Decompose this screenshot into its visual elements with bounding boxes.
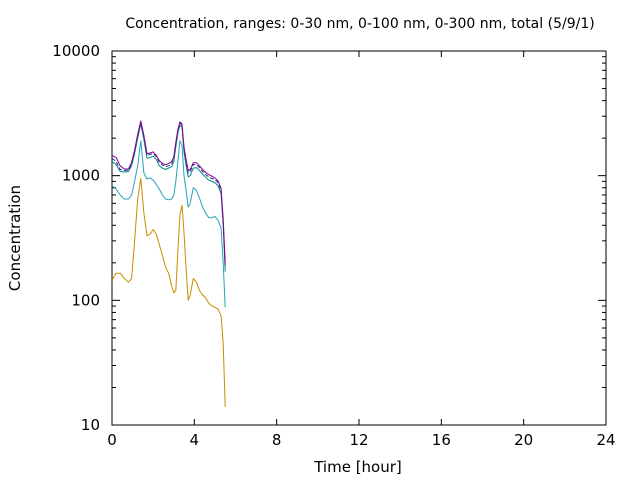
y-tick-label: 1000 [62,167,100,185]
series-line-2 [111,140,226,308]
chart-title: Concentration, ranges: 0-30 nm, 0-100 nm… [125,16,594,32]
x-axis-label: Time [hour] [313,458,402,476]
y-tick-label: 10000 [52,42,100,60]
y-tick-label: 100 [71,291,100,309]
y-tick-label: 10 [81,416,100,434]
x-tick-label: 4 [190,431,200,449]
plot-frame [111,50,607,426]
series-group [111,120,226,407]
x-tick-label: 0 [107,431,117,449]
x-tick-label: 20 [514,431,533,449]
series-line-4 [111,121,226,268]
x-tick-label: 8 [272,431,282,449]
series-line-1 [111,177,226,407]
x-axis: 0 4 8 12 16 20 24 [107,51,616,449]
x-tick-label: 12 [349,431,368,449]
x-tick-label: 16 [432,431,451,449]
series-line-5 [111,120,226,263]
x-tick-label: 24 [596,431,615,449]
y-axis: 10 100 1000 10000 [52,42,606,434]
y-axis-label: Concentration [6,185,24,291]
